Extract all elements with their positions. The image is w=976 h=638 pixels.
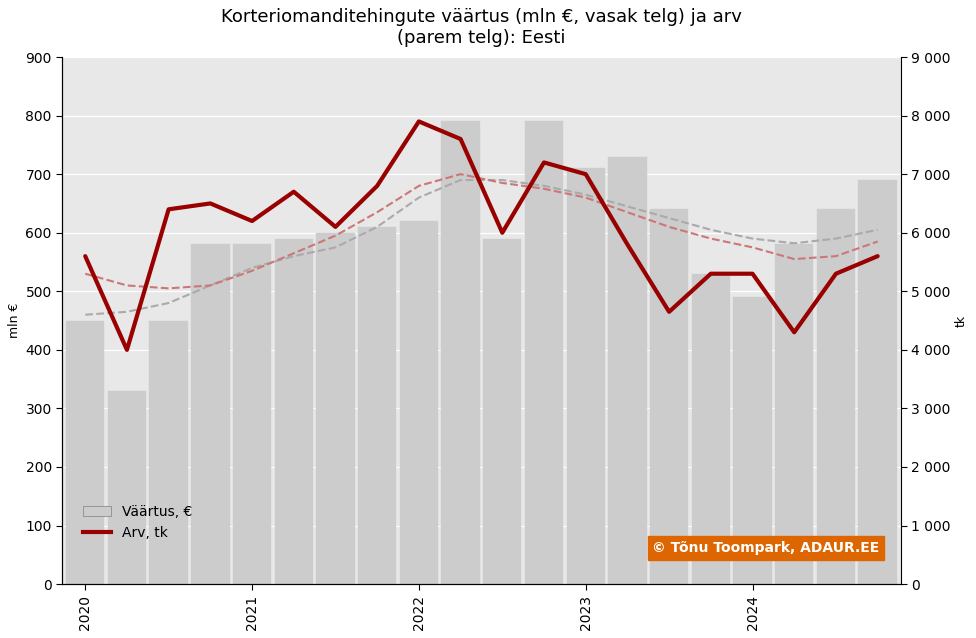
Bar [441, 121, 480, 584]
Arv, tk [538, 159, 549, 167]
Bar [566, 168, 605, 584]
Arv, tk [79, 252, 91, 260]
Line: Arv, tk: Arv, tk [85, 121, 877, 350]
Bar [608, 156, 646, 584]
Bar [817, 209, 855, 584]
Arv, tk [747, 270, 758, 278]
Bar [107, 391, 146, 584]
Arv, tk [455, 135, 467, 143]
Arv, tk [664, 308, 675, 316]
Bar [400, 221, 438, 584]
Bar [66, 320, 104, 584]
Bar [859, 180, 897, 584]
Arv, tk [580, 170, 591, 178]
Bar [358, 227, 396, 584]
Text: © Tõnu Toompark, ADAUR.EE: © Tõnu Toompark, ADAUR.EE [652, 541, 879, 555]
Y-axis label: mln €: mln € [9, 303, 21, 338]
Arv, tk [246, 217, 258, 225]
Arv, tk [622, 241, 633, 248]
Bar [525, 121, 563, 584]
Arv, tk [288, 188, 300, 196]
Arv, tk [872, 252, 883, 260]
Arv, tk [330, 223, 342, 231]
Bar [775, 244, 813, 584]
Bar [650, 209, 688, 584]
Bar [149, 320, 187, 584]
Bar [274, 239, 313, 584]
Arv, tk [371, 182, 383, 189]
Bar [191, 244, 229, 584]
Bar [483, 239, 521, 584]
Y-axis label: tk: tk [955, 315, 967, 327]
Bar [316, 233, 354, 584]
Arv, tk [789, 329, 800, 336]
Bar [692, 274, 730, 584]
Arv, tk [121, 346, 133, 353]
Bar [733, 297, 772, 584]
Arv, tk [830, 270, 841, 278]
Bar [233, 244, 271, 584]
Arv, tk [163, 205, 175, 213]
Arv, tk [205, 200, 217, 207]
Arv, tk [705, 270, 716, 278]
Arv, tk [413, 117, 425, 125]
Legend: Väärtus, €, Arv, tk: Väärtus, €, Arv, tk [78, 500, 198, 545]
Title: Korteriomanditehingute väärtus (mln €, vasak telg) ja arv
(parem telg): Eesti: Korteriomanditehingute väärtus (mln €, v… [221, 8, 742, 47]
Arv, tk [497, 229, 508, 237]
